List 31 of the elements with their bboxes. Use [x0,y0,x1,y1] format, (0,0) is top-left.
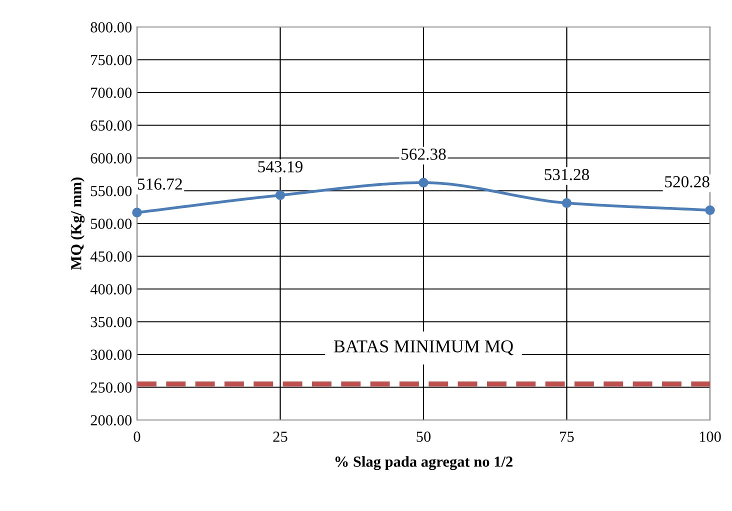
y-axis-title: MQ (Kg/ mm) [70,178,85,270]
y-tick-label: 450.00 [90,251,132,262]
y-tick-label: 300.00 [90,350,132,360]
data-label: 562.38 [402,148,446,160]
y-tick-label: 800.00 [90,22,132,33]
x-tick-label: 25 [273,432,288,442]
y-tick-label: 200.00 [90,415,132,426]
point [275,190,286,200]
x-tick-label: 50 [416,432,431,442]
data-label: 531.28 [544,168,590,180]
data-label: 520.28 [665,176,710,188]
data-label: 516.72 [138,178,182,190]
y-tick-label: 400.00 [90,284,132,295]
y-tick-label: 750.00 [91,54,132,66]
x-tick-label: 100 [700,432,721,442]
point [418,178,428,188]
point [705,205,715,216]
point [132,208,142,218]
y-tick-label: 550.00 [91,186,132,196]
y-tick-label: 350.00 [90,316,132,328]
y-tick-label: 650.00 [90,120,132,131]
y-tick-label: 500.00 [91,218,132,230]
point [562,198,572,208]
data-label: 543.19 [258,161,302,172]
y-tick-label: 600.00 [90,153,132,164]
y-tick-label: 250.00 [90,382,132,393]
x-tick-label: 75 [560,432,574,442]
x-axis-title: % Slag pada agregat no 1/2 [335,456,512,470]
y-tick-label: 700.00 [91,88,132,98]
ref-line-label: BATAS MINIMUM MQ [334,340,514,356]
x-tick-label: 0 [134,432,140,442]
